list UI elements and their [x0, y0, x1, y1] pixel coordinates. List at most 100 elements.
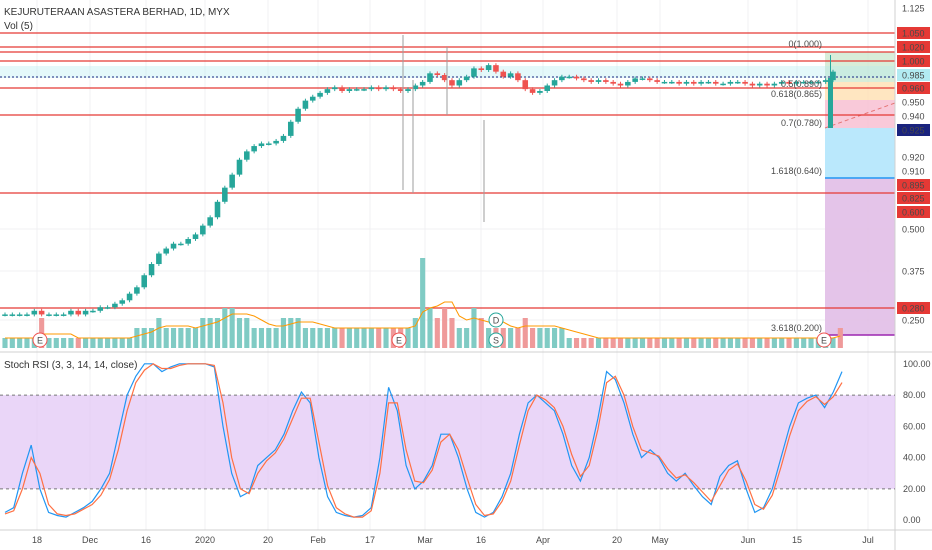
- candle-body: [214, 201, 221, 218]
- time-tick-label: 20: [263, 535, 273, 545]
- time-tick-label: 16: [476, 535, 486, 545]
- time-tick-label: Mar: [417, 535, 433, 545]
- volume-bar: [310, 328, 316, 348]
- volume-bar: [97, 338, 103, 348]
- price-label-box: [897, 192, 930, 204]
- volume-bar: [537, 328, 543, 348]
- time-tick-label: Feb: [310, 535, 326, 545]
- volume-bar: [742, 338, 748, 348]
- volume-bar: [720, 338, 726, 348]
- volume-bar: [456, 328, 462, 348]
- event-marker-d[interactable]: [488, 312, 504, 328]
- time-tick-label: Dec: [82, 535, 99, 545]
- volume-ma-line: [5, 301, 841, 339]
- candle-body: [412, 85, 419, 90]
- volume-bar: [442, 308, 448, 348]
- candle-body: [690, 81, 697, 84]
- event-marker-e[interactable]: [391, 332, 407, 348]
- volume-bar: [573, 338, 580, 348]
- event-marker-e[interactable]: [816, 332, 832, 348]
- volume-bar: [603, 338, 609, 348]
- candle-body: [493, 65, 499, 72]
- event-marker-s[interactable]: [488, 332, 504, 348]
- candle-body: [295, 108, 301, 122]
- price-label-box: [897, 179, 930, 191]
- volume-bar: [544, 328, 550, 348]
- candle-body: [134, 287, 140, 294]
- volume-label: Vol (5): [4, 21, 33, 32]
- volume-bar: [9, 338, 15, 348]
- volume-bar: [2, 338, 8, 348]
- price-tick-label: 0.500: [902, 225, 925, 235]
- candle-body: [800, 81, 807, 84]
- candle-body: [529, 89, 536, 93]
- candle-body: [156, 253, 162, 265]
- volume-bar: [698, 338, 704, 348]
- candle-body: [566, 76, 572, 79]
- volume-bar: [214, 318, 221, 348]
- fib-label: 0.7(0.780): [781, 118, 822, 128]
- candle-body: [2, 314, 8, 316]
- volume-bar: [192, 328, 199, 348]
- volume-bar: [515, 328, 521, 348]
- candle-body: [507, 73, 514, 77]
- candle-body: [97, 307, 104, 311]
- candle-body: [676, 81, 682, 84]
- price-tick-label: 0.600: [902, 208, 925, 218]
- candle-body: [778, 81, 785, 84]
- time-axis[interactable]: 18 Dec 16 2020 20 Feb 17 Mar 16 Apr 20 May Jun 15 Jul: [32, 535, 874, 545]
- candle-body: [434, 73, 441, 76]
- candle-body: [756, 83, 763, 86]
- time-tick-label: 18: [32, 535, 42, 545]
- volume-bar: [471, 308, 477, 348]
- stoch-axis[interactable]: 100.00 80.00 60.00 40.00 20.00 0.00: [903, 359, 931, 525]
- volume-bar: [295, 318, 301, 348]
- candle-body: [317, 92, 323, 97]
- candle-body: [339, 87, 345, 91]
- candle-body: [419, 81, 426, 86]
- stoch-rsi-panel: [0, 363, 895, 518]
- price-label-box: [897, 55, 930, 67]
- candle-body: [258, 143, 265, 147]
- candle-body: [647, 78, 653, 81]
- price-tick-label: 0.960: [902, 84, 925, 94]
- volume-bar: [273, 328, 279, 348]
- candle-body: [471, 68, 477, 77]
- candle-body: [698, 81, 704, 84]
- candle-body: [610, 81, 616, 84]
- volume-bar: [779, 338, 785, 348]
- candle-body: [192, 234, 199, 239]
- volume-bar: [500, 328, 506, 348]
- volume-bar: [170, 328, 177, 348]
- volume-bar: [17, 338, 23, 348]
- event-marker-e[interactable]: [32, 332, 48, 348]
- price-tick-label: 0.375: [902, 267, 925, 277]
- price-label-box: [897, 124, 930, 136]
- candle-body: [53, 314, 60, 316]
- event-marker-text: E: [821, 336, 827, 346]
- fib-label: 1.618(0.640): [771, 166, 822, 176]
- volume-bar: [486, 328, 492, 348]
- volume-bar: [771, 338, 777, 348]
- candle-body: [119, 300, 126, 304]
- candle-body: [771, 83, 778, 86]
- price-axis[interactable]: 1.125 1.050 1.020 1.000 0.985 0.960 0.950 0.940…: [897, 4, 930, 326]
- volume-bar: [361, 328, 367, 348]
- event-markers[interactable]: E E DS E: [32, 312, 832, 348]
- volume-bar: [749, 338, 755, 348]
- price-tick-label: 0.950: [902, 98, 925, 108]
- candle-body: [537, 90, 543, 93]
- volume-bar: [156, 318, 162, 348]
- candle-body: [397, 89, 404, 91]
- candle-body: [581, 78, 587, 81]
- stoch-tick-label: 60.00: [903, 421, 926, 431]
- volume-bar: [661, 338, 668, 348]
- price-label-box: [897, 302, 930, 314]
- candle-body: [178, 243, 184, 246]
- candle-body: [632, 78, 638, 82]
- volume-bar: [339, 328, 345, 348]
- candle-body: [793, 81, 800, 84]
- candle-body: [815, 81, 822, 84]
- volume-bar: [280, 318, 287, 348]
